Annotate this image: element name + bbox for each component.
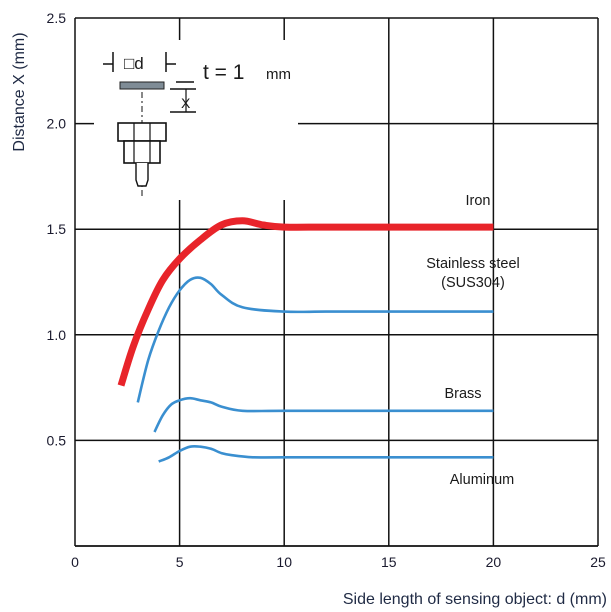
x-tick-label-5: 5 xyxy=(176,554,184,570)
y-tick-label-0.5: 0.5 xyxy=(47,432,67,448)
sensor-nut-top xyxy=(117,122,167,142)
y-tick-label-1.0: 1.0 xyxy=(47,327,67,343)
x-tick-label-10: 10 xyxy=(276,554,292,570)
series-label-iron: Iron xyxy=(466,193,491,209)
tick-labels: 0 5 10 15 20 25 0.5 1.0 1.5 2.0 2.5 xyxy=(47,10,606,570)
object-width-label: □d xyxy=(124,54,144,73)
series-labels: Iron Stainless steel (SUS304) Brass Aluminum xyxy=(426,193,520,488)
y-tick-label-2.0: 2.0 xyxy=(47,116,67,132)
x-axis-title: Side length of sensing object: d (mm) xyxy=(343,591,607,608)
sensor-body xyxy=(123,140,161,164)
series-label-stainless-steel-sus304: Stainless steel xyxy=(426,256,520,272)
series-label-brass: Brass xyxy=(444,386,481,402)
sensor-diagram: □d X t = 1 mm xyxy=(94,40,298,200)
y-axis-title: Distance X (mm) xyxy=(11,32,28,151)
series-layer xyxy=(117,217,494,463)
y-tick-label-1.5: 1.5 xyxy=(47,221,67,237)
distance-x-label: X xyxy=(181,95,191,111)
sensor-tail-icon xyxy=(135,163,149,187)
thickness-unit: mm xyxy=(266,66,291,83)
series-label-stainless-steel-sus304-line2: (SUS304) xyxy=(441,275,505,291)
x-tick-label-0: 0 xyxy=(71,554,79,570)
x-tick-label-20: 20 xyxy=(486,554,502,570)
series-line-iron xyxy=(117,217,494,387)
series-line-brass xyxy=(153,396,494,433)
white-patch xyxy=(94,40,298,200)
series-label-aluminum: Aluminum xyxy=(450,472,514,488)
series-line-aluminum xyxy=(158,445,494,463)
thickness-label: t = 1 xyxy=(203,61,244,84)
x-tick-label-25: 25 xyxy=(590,554,606,570)
sensing-object-plate xyxy=(119,81,165,90)
x-tick-label-15: 15 xyxy=(381,554,397,570)
series-line-stainless-steel-sus304 xyxy=(136,276,494,403)
y-tick-label-2.5: 2.5 xyxy=(47,10,67,26)
